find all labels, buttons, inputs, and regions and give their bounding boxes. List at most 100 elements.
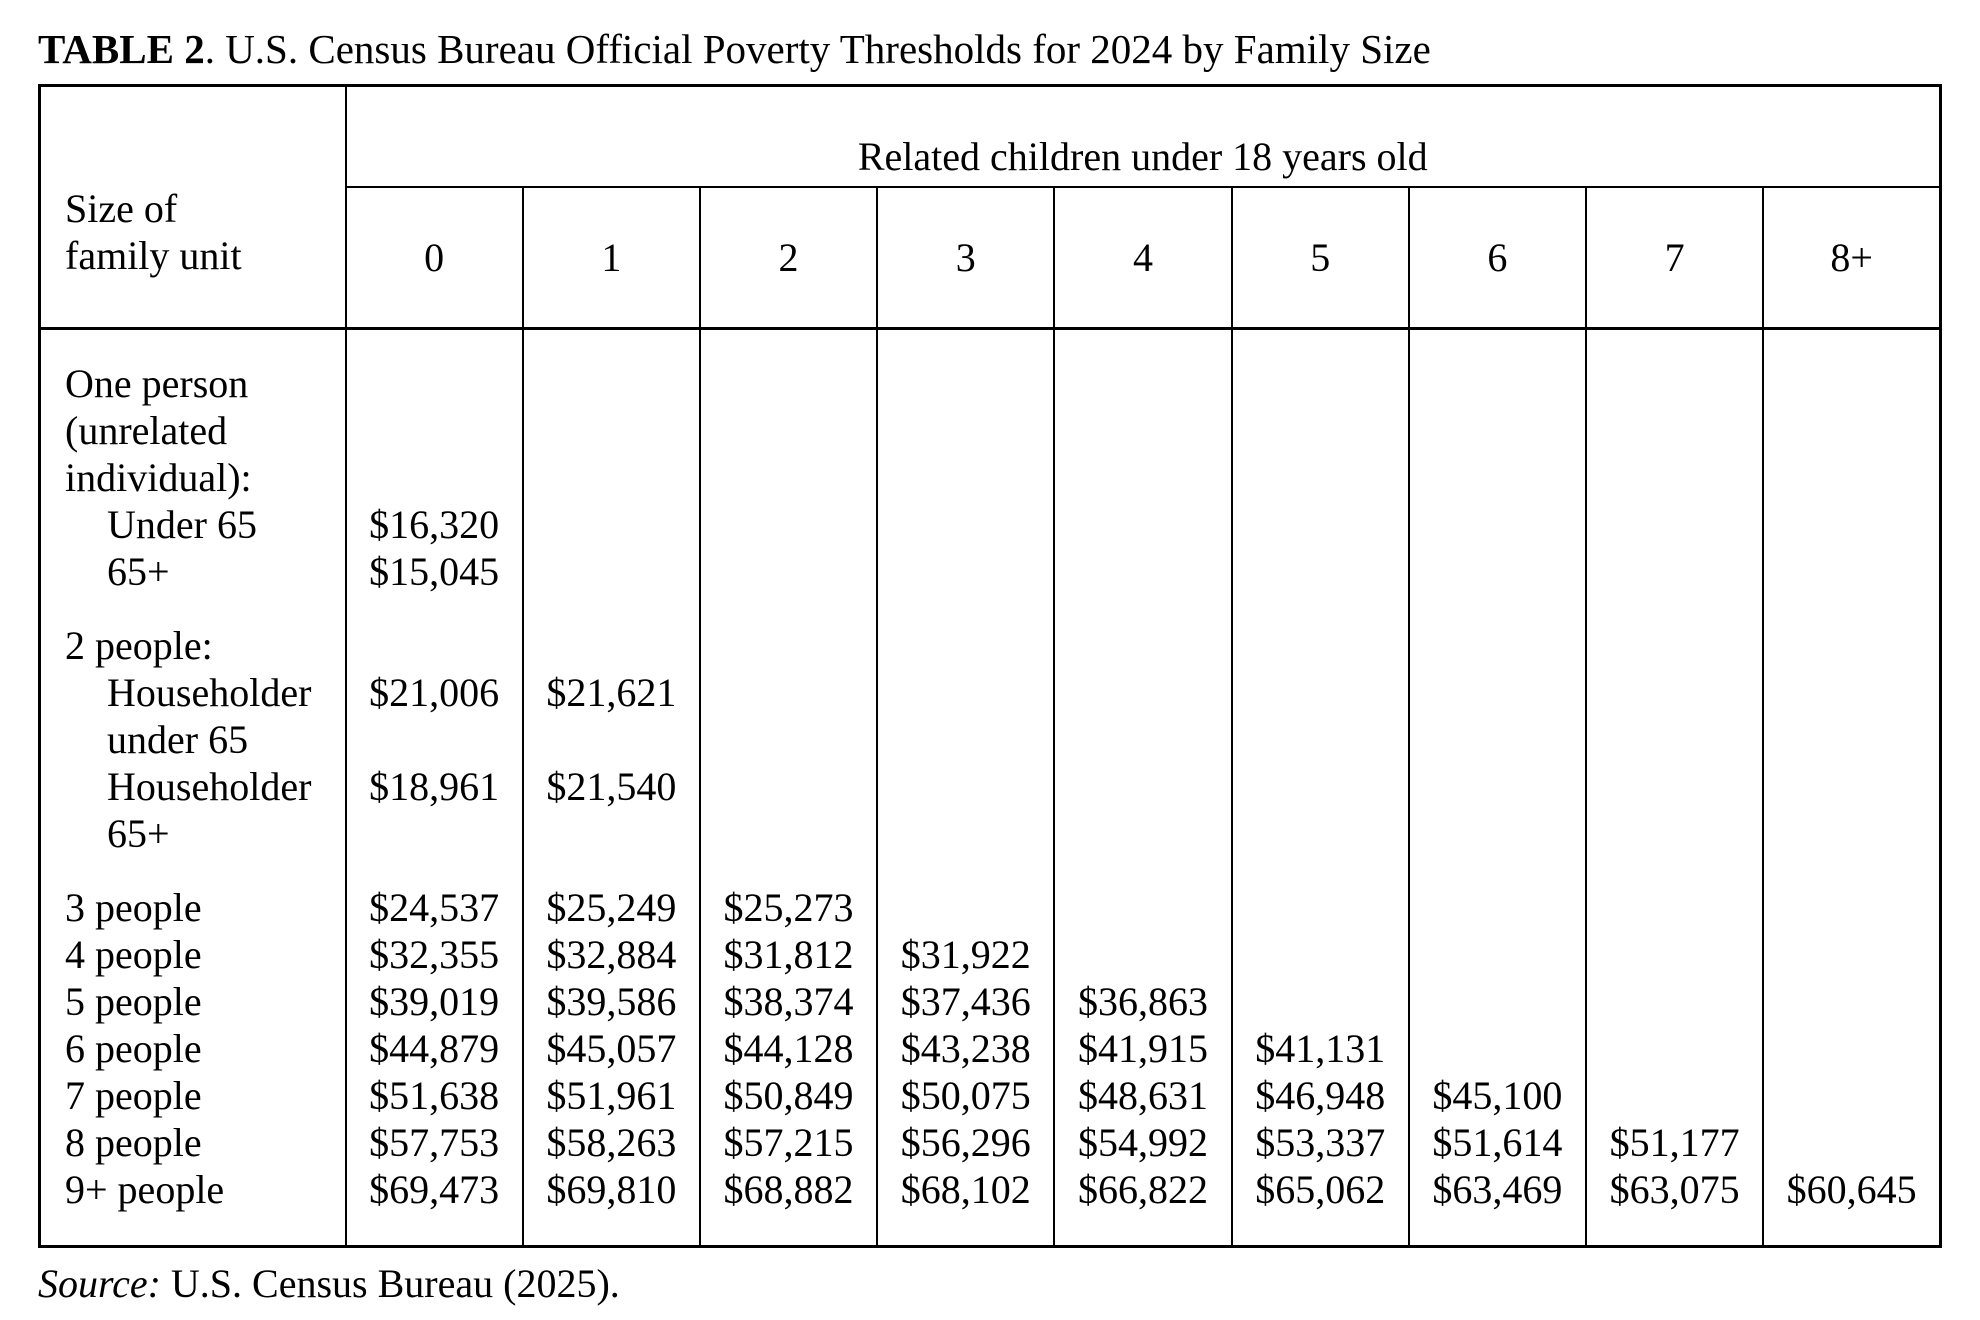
cell-value: [1587, 931, 1762, 978]
cell-value: [1055, 407, 1230, 454]
cell-value: [701, 360, 876, 407]
cell-value: [1233, 454, 1408, 501]
cell-value: [1410, 1025, 1585, 1072]
cell-value: [878, 622, 1053, 669]
cell-value: $31,922: [900, 932, 1031, 977]
cell-value: [1055, 454, 1230, 501]
cell-value: [1233, 669, 1408, 716]
cell-value: [1587, 360, 1762, 407]
cell-value: [1233, 622, 1408, 669]
cell-value: [878, 669, 1053, 716]
cell-value: [1764, 360, 1939, 407]
cell-value: [701, 501, 876, 548]
cell-value: [1055, 810, 1230, 857]
cell-value: [1055, 548, 1230, 595]
cell-value: $21,621: [546, 670, 677, 715]
cell-value: [1055, 669, 1230, 716]
corner-header-line2: family unit: [65, 233, 242, 278]
column-header-0: 0: [344, 186, 524, 330]
cell-value: $57,753: [369, 1120, 500, 1165]
cell-value: [878, 548, 1053, 595]
cell-value: [1055, 360, 1230, 407]
cell-value: [701, 622, 876, 669]
row-label: Under 65: [107, 502, 257, 547]
cell-value: [524, 716, 699, 763]
cell-value: [347, 716, 522, 763]
cell-value: $16,320: [369, 502, 500, 547]
row-labels-cell: One person (unrelated individual): Under 65…: [38, 327, 347, 1248]
row-label: 2 people:: [65, 623, 213, 668]
cell-value: [1587, 1025, 1762, 1072]
cell-value: [1587, 407, 1762, 454]
cell-value: [878, 407, 1053, 454]
cell-value: [1233, 810, 1408, 857]
source-label: Source:: [38, 1261, 161, 1306]
cell-value: [524, 810, 699, 857]
cell-value: $39,019: [369, 979, 500, 1024]
corner-header-line1: Size of: [65, 186, 178, 231]
cell-value: [1587, 548, 1762, 595]
cell-value: [1055, 884, 1230, 931]
data-cell-children-5: $41,131 $46,948 $53,337 $65,062: [1230, 327, 1410, 1248]
row-label: (unrelated: [65, 408, 228, 453]
cell-value: $53,337: [1255, 1120, 1386, 1165]
cell-value: [701, 716, 876, 763]
cell-value: [878, 360, 1053, 407]
cell-value: [1055, 931, 1230, 978]
column-header-1: 1: [521, 186, 701, 330]
cell-value: [1764, 810, 1939, 857]
cell-value: [1233, 548, 1408, 595]
cell-value: [1587, 669, 1762, 716]
cell-value: $66,822: [1077, 1167, 1208, 1212]
cell-value: [1410, 360, 1585, 407]
cell-value: [701, 548, 876, 595]
group-header-row: Size of family unit Related children und…: [38, 84, 1942, 330]
column-header-3: 3: [876, 186, 1056, 330]
cell-value: $38,374: [723, 979, 854, 1024]
row-label: 5 people: [65, 979, 202, 1024]
row-label: 3 people: [65, 885, 202, 930]
row-label: 65+: [107, 811, 170, 856]
cell-value: [524, 501, 699, 548]
cell-value: [524, 622, 699, 669]
cell-value: [1764, 622, 1939, 669]
cell-value: $15,045: [369, 549, 500, 594]
cell-value: $25,273: [723, 885, 854, 930]
cell-value: [1410, 669, 1585, 716]
cell-value: [347, 810, 522, 857]
cell-value: [1233, 716, 1408, 763]
data-cell-children-4: $36,863 $41,915 $48,631 $54,992 $66,822: [1053, 327, 1233, 1248]
cell-value: [1587, 763, 1762, 810]
cell-value: [524, 548, 699, 595]
cell-value: [701, 454, 876, 501]
cell-value: $69,473: [369, 1167, 500, 1212]
cell-value: [1587, 1072, 1762, 1119]
row-label: 65+: [107, 549, 170, 594]
table-caption-text: . U.S. Census Bureau Official Poverty Th…: [204, 26, 1431, 72]
cell-value: $18,961: [369, 764, 500, 809]
cell-value: $44,879: [369, 1026, 500, 1071]
cell-value: [1410, 763, 1585, 810]
cell-value: $56,296: [900, 1120, 1031, 1165]
cell-value: [1764, 931, 1939, 978]
cell-value: [1764, 501, 1939, 548]
cell-value: [1233, 978, 1408, 1025]
cell-value: [1410, 716, 1585, 763]
cell-value: [878, 884, 1053, 931]
cell-value: [701, 763, 876, 810]
cell-value: $50,849: [723, 1073, 854, 1118]
column-header-4: 4: [1053, 186, 1233, 330]
data-cell-children-3: $31,922 $37,436 $43,238 $50,075 $56,296 $68,1…: [876, 327, 1056, 1248]
cell-value: $25,249: [546, 885, 677, 930]
cell-value: [1587, 978, 1762, 1025]
table-caption: TABLE 2. U.S. Census Bureau Official Pov…: [38, 24, 1980, 74]
cell-value: $51,638: [369, 1073, 500, 1118]
cell-value: $21,006: [369, 670, 500, 715]
cell-value: $41,131: [1255, 1026, 1386, 1071]
poverty-thresholds-table: Size of family unit Related children und…: [38, 84, 1942, 1248]
cell-value: [1233, 407, 1408, 454]
cell-value: [1764, 1072, 1939, 1119]
cell-value: $48,631: [1077, 1073, 1208, 1118]
cell-value: [1587, 454, 1762, 501]
cell-value: [701, 810, 876, 857]
